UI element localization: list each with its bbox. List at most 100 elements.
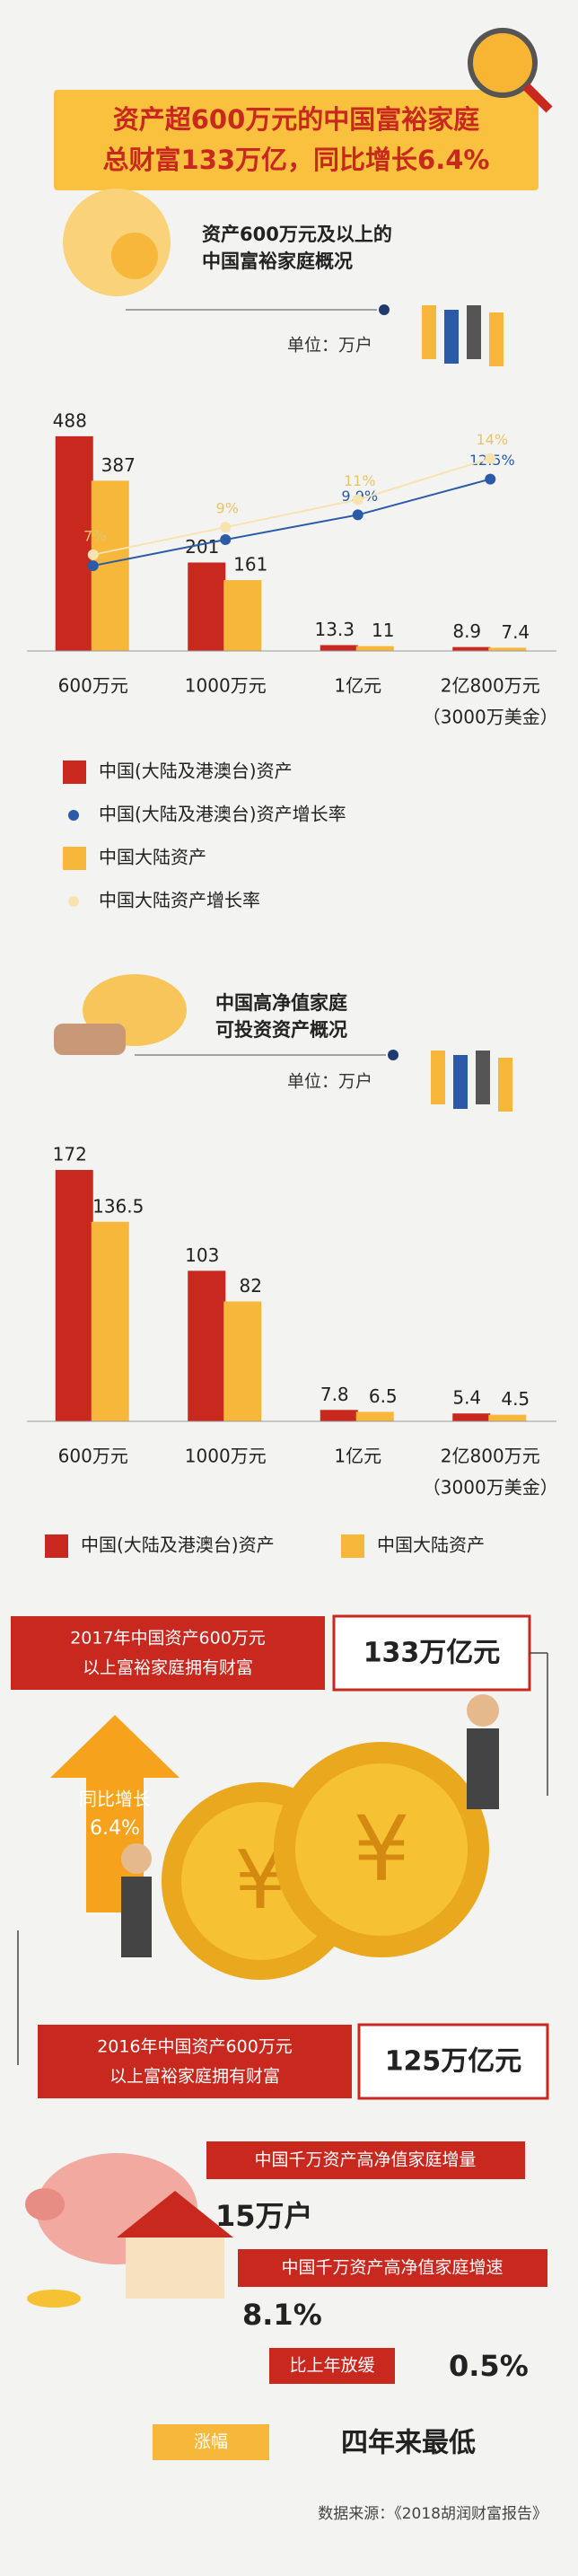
divider-dot <box>388 1050 398 1060</box>
x-tick-label: 2亿800万元 <box>441 675 540 697</box>
line <box>92 478 491 567</box>
stat-label: 中国千万资产高净值家庭增速 <box>281 2258 503 2278</box>
line <box>92 457 491 556</box>
value-label: 14% <box>476 431 508 448</box>
header-box <box>54 90 539 190</box>
legend-label: 中国(大陆及港澳台)资产 <box>99 760 293 782</box>
magnifier-handle <box>522 83 553 113</box>
value-label: 9% <box>216 500 239 517</box>
divider-dot <box>379 304 390 315</box>
value-label: 7.8 <box>320 1384 349 1405</box>
legend-label: 中国(大陆及港澳台)资产 <box>81 1534 275 1556</box>
stat-label-box <box>269 2348 395 2384</box>
unit-label: 单位：万户 <box>287 1072 372 1092</box>
label-box <box>11 1616 325 1690</box>
people-icon <box>422 305 504 366</box>
x-tick-label: 1亿元 <box>334 1446 381 1467</box>
value-box <box>357 2023 549 2100</box>
value-label: 387 <box>101 454 136 476</box>
bar <box>320 1410 358 1421</box>
x-tick-label: 600万元 <box>58 1446 128 1467</box>
value-label: 11 <box>372 620 394 641</box>
bar <box>488 1414 527 1421</box>
value-label: 4.5 <box>501 1388 530 1410</box>
value-label: 82 <box>240 1275 262 1297</box>
value-label: 6.5 <box>369 1385 398 1407</box>
x-tick-label: 1亿元 <box>334 675 381 697</box>
source: 数据来源：《2018胡润财富报告》 <box>318 2505 547 2523</box>
legend-marker <box>68 810 79 821</box>
piggy-bank-illustration <box>25 2153 233 2308</box>
wealth-label: 2017年中国资产600万元 <box>70 1629 266 1648</box>
value-label: 136.5 <box>92 1195 144 1217</box>
coins-illustration: ¥ ¥ <box>121 1694 499 1980</box>
x-tick-note: （3000万美金） <box>423 1477 558 1499</box>
bar <box>488 647 527 651</box>
value-label: 103 <box>185 1244 219 1266</box>
legend-marker <box>63 760 86 784</box>
svg-text:¥: ¥ <box>353 1796 410 1901</box>
stat-label: 涨幅 <box>194 2432 228 2452</box>
stat-label: 中国千万资产高净值家庭增量 <box>254 2150 476 2170</box>
header-title: 总财富133万亿，同比增长6.4% <box>103 145 490 175</box>
legend-label: 中国大陆资产 <box>377 1534 485 1556</box>
wealth-label: 以上富裕家庭拥有财富 <box>109 2067 280 2087</box>
header-title: 资产超600万元的中国富裕家庭 <box>113 104 480 135</box>
bar <box>223 580 262 651</box>
bar <box>188 1270 226 1421</box>
bar <box>355 1411 394 1421</box>
legend-marker <box>45 1534 68 1558</box>
value-label: 5.4 <box>452 1387 481 1409</box>
legend-marker <box>341 1534 364 1558</box>
legend-label: 中国大陆资产 <box>99 847 206 868</box>
value-label: 488 <box>53 409 87 431</box>
bar <box>355 646 394 651</box>
value-label: 161 <box>233 554 267 576</box>
chart-title: 资产600万元及以上的 <box>202 224 392 245</box>
chart-title: 中国富裕家庭概况 <box>202 251 353 272</box>
line-point <box>485 453 496 464</box>
people-icon <box>431 1051 512 1112</box>
growth-label: 同比增长 <box>79 1789 151 1810</box>
bar <box>91 1221 129 1421</box>
bar <box>452 1413 491 1421</box>
hand-icon <box>54 1024 126 1055</box>
line-point <box>352 494 363 506</box>
stat-value: 15万户 <box>215 2199 313 2233</box>
line-point <box>352 509 363 521</box>
wealth-label: 2016年中国资产600万元 <box>97 2037 293 2057</box>
value-label: 13.3 <box>314 619 355 640</box>
bar <box>55 1170 93 1421</box>
line-point <box>87 560 99 572</box>
value-box <box>332 1614 531 1692</box>
stat-value: 8.1% <box>242 2298 322 2332</box>
legend-label: 中国(大陆及港澳台)资产增长率 <box>99 804 346 825</box>
legend-marker <box>63 847 86 870</box>
x-tick-note: （3000万美金） <box>423 707 558 728</box>
wealth-value: 125万亿元 <box>385 2046 522 2078</box>
x-tick-label: 1000万元 <box>185 675 267 697</box>
x-tick-label: 600万元 <box>58 675 128 697</box>
growth-value: 6.4% <box>90 1817 140 1840</box>
line-point <box>220 522 232 533</box>
value-label: 11% <box>344 472 376 489</box>
legend-label: 中国大陆资产增长率 <box>99 890 260 911</box>
growth-arrow <box>50 1715 180 1912</box>
label-box <box>38 2025 352 2098</box>
x-tick-label: 2亿800万元 <box>441 1446 540 1467</box>
stat-label-box <box>153 2424 269 2460</box>
stat-value: 0.5% <box>449 2349 529 2383</box>
value-label: 7% <box>83 527 106 544</box>
value-label: 8.9 <box>452 620 481 642</box>
line-point <box>87 549 99 560</box>
wealth-label: 以上富裕家庭拥有财富 <box>83 1658 253 1678</box>
wealth-value: 133万亿元 <box>363 1638 501 1669</box>
bar <box>452 646 491 651</box>
bar <box>223 1301 262 1421</box>
stat-label-box <box>206 2141 525 2179</box>
coin-icon <box>111 233 158 279</box>
legend-marker <box>68 896 79 907</box>
stat-value: 四年来最低 <box>341 2428 476 2459</box>
chart-title: 中国高净值家庭 <box>215 992 347 1014</box>
